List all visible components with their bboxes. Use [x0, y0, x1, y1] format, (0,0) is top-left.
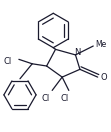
Text: N: N	[74, 48, 80, 57]
Text: O: O	[100, 73, 107, 82]
Text: Cl: Cl	[61, 94, 69, 103]
Text: Me: Me	[95, 40, 106, 49]
Text: Cl: Cl	[41, 94, 50, 103]
Text: Cl: Cl	[3, 56, 12, 65]
